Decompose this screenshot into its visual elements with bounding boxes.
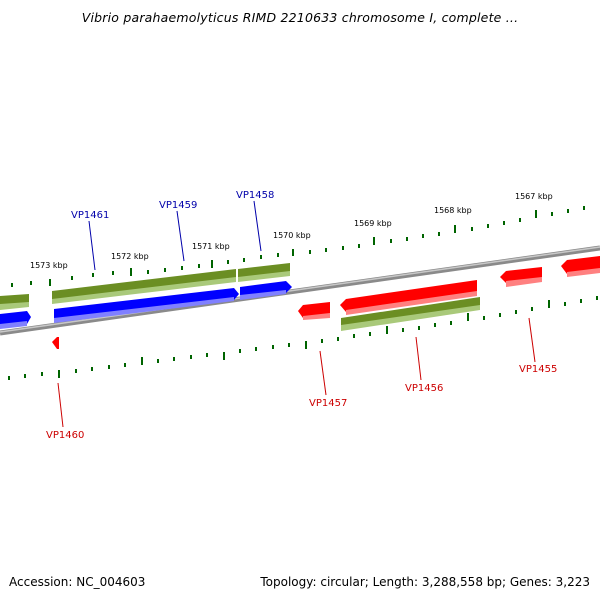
chromosome-backbone (0, 245, 600, 336)
chromosome-backbone-highlight (0, 246, 600, 333)
gene-arrow (506, 277, 542, 287)
forward-cds-features (0, 263, 290, 310)
gene-label[interactable]: VP1460 (46, 430, 84, 441)
map-title: Vibrio parahaemolyticus RIMD 2210633 chr… (81, 10, 519, 25)
reverse-genes (52, 256, 600, 349)
gene-label[interactable]: VP1456 (405, 383, 443, 394)
scale-label: 1568 kbp (434, 206, 472, 215)
label-leaders (57, 200, 536, 428)
forward-genes (0, 281, 292, 329)
gene-label[interactable]: VP1457 (309, 398, 347, 409)
gene-arrow (240, 290, 286, 300)
cds-bar (341, 305, 480, 331)
gene-label[interactable]: VP1459 (159, 200, 197, 211)
cds-bar (52, 269, 236, 301)
gene-arrow (0, 321, 27, 329)
scale-label: 1572 kbp (111, 252, 149, 261)
gene-arrow (340, 280, 477, 312)
cds-bar (238, 271, 290, 282)
gene-arrow (52, 337, 59, 349)
scale-label: 1569 kbp (354, 219, 392, 228)
outer-scale-ticks (11, 206, 585, 287)
gene-label[interactable]: VP1458 (236, 190, 274, 201)
cds-bar (341, 297, 480, 327)
gene-arrow (54, 297, 234, 323)
topology-summary: Topology: circular; Length: 3,288,558 bp… (260, 575, 590, 589)
gene-arrow (346, 291, 477, 315)
scale-label: 1571 kbp (192, 242, 230, 251)
gene-arrow (303, 313, 330, 320)
reverse-cds-features (341, 297, 480, 331)
scale-label: 1573 kbp (30, 261, 68, 270)
gene-label[interactable]: VP1455 (519, 364, 557, 375)
gene-arrow (567, 268, 600, 277)
scale-label: 1567 kbp (515, 192, 553, 201)
cds-bar (0, 302, 29, 310)
inner-scale-ticks (8, 296, 598, 380)
accession-text: Accession: NC_004603 (9, 575, 146, 589)
gene-label[interactable]: VP1461 (71, 210, 109, 221)
cds-bar (52, 277, 236, 304)
scale-label: 1570 kbp (273, 231, 311, 240)
